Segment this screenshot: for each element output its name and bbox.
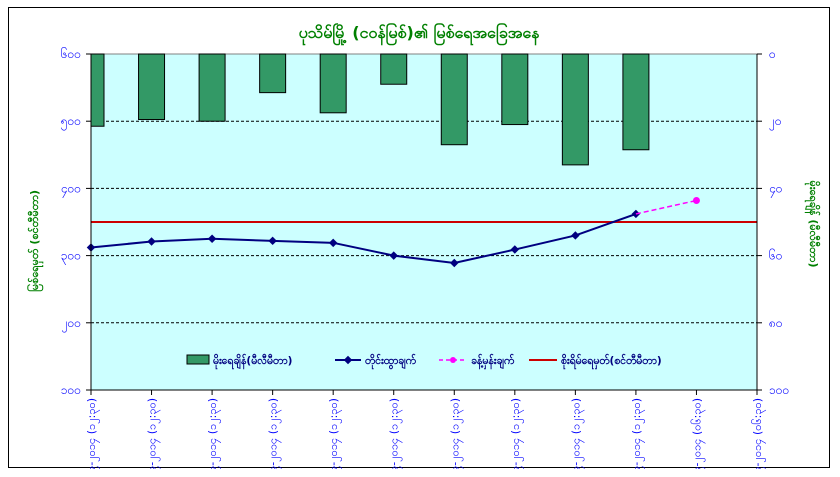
rainfall-bar — [380, 53, 408, 85]
measured-point — [207, 234, 217, 244]
measured-line — [90, 212, 637, 265]
category-label: ၁၄-၉-၂၀၁၄ (၁၂:၃၀) — [85, 398, 100, 469]
legend-swatch — [186, 354, 210, 365]
category-label: ၂၀-၉-၂၀၁၄ (၁၂:၃၀) — [448, 398, 463, 469]
category-label: ၂၅-၉-၂၀၁၄ (၀၆:၃၀) — [751, 398, 766, 469]
measured-point — [389, 251, 398, 260]
category-label: ၁၈-၉-၂၀၁၄ (၁၂:၃၀) — [327, 398, 342, 469]
chart-title: ပုသိမ်မြို့ (ငဝန်မြစ်)၏ မြစ်ရေအခြေအနေ — [299, 22, 540, 46]
category-label: ၂၁-၉-၂၀၁၄ (၁၂:၃၀) — [509, 398, 524, 469]
left-axis: ၁၀၀ ၂၀၀ ၃၀၀ ၄၀၀ ၅၀၀ ၆၀၀ — [61, 46, 92, 397]
rainfall-bar — [561, 53, 589, 166]
rainfall-bar — [501, 53, 529, 126]
chart-frame: ပုသိမ်မြို့ (ငဝန်မြစ်)၏ မြစ်ရေအခြေအနေ ၁၀… — [8, 7, 830, 469]
left-tick-label: ၁၀၀ — [61, 383, 81, 397]
category-label: ၂၂-၉-၂၀၁၄ (၁၂:၃၀) — [569, 398, 584, 469]
left-axis-title: မြစ်ရေမှတ် (စင်တီမီတာ) — [26, 190, 44, 292]
category-label: ၁၆-၉-၂၀၁၄ (၁၂:၃၀) — [206, 398, 221, 469]
rainfall-bar — [622, 53, 650, 151]
legend-label: စိုးရိမ်ရေမှတ်(စင်တီမီတာ) — [561, 354, 662, 370]
measured-point — [328, 238, 338, 248]
legend: မိုးရေချိန်(မီလီမီတာ) တိုင်းထွာချက် ခန့်မှ… — [186, 354, 662, 370]
rainfall-bar — [90, 53, 105, 127]
right-tick-label: ၆၀ — [769, 248, 783, 263]
category-label: ၂၃-၉-၂၀၁၄ (၁၂:၃၀) — [630, 398, 645, 469]
right-tick-label: ၂၀ — [769, 114, 782, 131]
rainfall-bar — [138, 53, 166, 121]
right-tick-label: ၈၀ — [769, 316, 783, 330]
rainfall-bar — [259, 53, 287, 94]
right-axis-title: မိုးရေချိန် (မီလီမီတာ) — [804, 181, 821, 268]
right-tick-label: ၀ — [769, 47, 776, 61]
measured-point — [450, 258, 459, 268]
right-tick-label: ၁၀၀ — [769, 383, 789, 397]
category-axis: ၁၄-၉-၂၀၁၄ (၁၂:၃၀) ၁၅-၉-၂၀၁၄ (၁၂:၃၀) ၁၆-၉-၂… — [85, 389, 766, 469]
left-tick-label: ၂၀၀ — [62, 316, 81, 333]
legend-marker — [343, 355, 353, 365]
legend-label: တိုင်းထွာချက် — [365, 354, 416, 370]
category-label: ၁၅-၉-၂၀၁၄ (၁၂:၃၀) — [146, 398, 161, 469]
legend-marker — [450, 357, 456, 363]
rainfall-bar — [440, 53, 468, 146]
category-label: ၁၉-၉-၂၀၁၄ (၁၂:၃၀) — [388, 398, 403, 469]
forecast-line — [635, 199, 697, 215]
legend-label: ခန့်မှန်းချက် — [471, 354, 514, 370]
left-tick-label: ၆၀၀ — [61, 46, 81, 61]
rainfall-bar — [319, 53, 347, 114]
chart-svg: ပုသိမ်မြို့ (ငဝန်မြစ်)၏ မြစ်ရေအခြေအနေ ၁၀… — [26, 22, 821, 469]
category-label: ၁၇-၉-၂၀၁၄ (၁၂:၃၀) — [267, 398, 282, 469]
forecast-point — [692, 196, 700, 204]
rainfall-bar — [198, 53, 226, 122]
left-tick-label: ၃၀၀ — [61, 249, 81, 266]
plot-area — [86, 53, 758, 391]
left-tick-label: ၅၀၀ — [61, 114, 81, 131]
left-tick-label: ၄၀၀ — [61, 181, 81, 198]
category-label: ၂၄-၉-၂၀၁၄ (၀၆:၃၀) — [690, 398, 705, 469]
right-tick-label: ၄၀ — [769, 181, 783, 198]
legend-label: မိုးရေချိန်(မီလီမီတာ) — [213, 354, 292, 370]
measured-point — [268, 236, 277, 246]
measured-point — [147, 237, 156, 246]
